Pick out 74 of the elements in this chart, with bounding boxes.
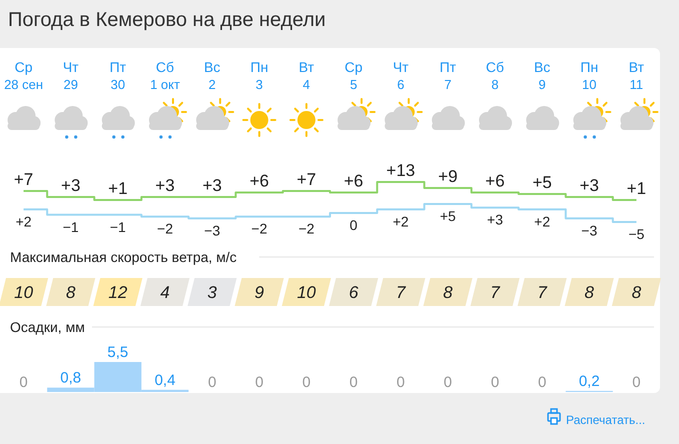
- data-label: +3: [580, 176, 599, 195]
- data-label: +5: [440, 208, 456, 224]
- data-label: +7: [14, 170, 34, 189]
- data-label: 0,2: [578, 372, 600, 390]
- data-label: 0: [349, 374, 358, 391]
- data-label: 8: [584, 283, 595, 302]
- data-label: +2: [392, 213, 409, 230]
- data-label: +9: [438, 167, 458, 186]
- x-tick-label: Ср 28 сен: [4, 59, 44, 92]
- data-label: 0: [208, 374, 216, 391]
- data-label: 0: [302, 374, 311, 391]
- chart-title: Погода в Кемерово на две недели: [8, 9, 326, 31]
- x-tick-label: Пт 7: [440, 59, 457, 92]
- text: Максимальная скорость ветра, м/с: [10, 249, 237, 265]
- x-tick-label: Чт 6: [392, 59, 410, 92]
- data-label: 8: [443, 283, 454, 302]
- data-label: 6: [348, 283, 359, 302]
- data-label: 0: [632, 374, 641, 391]
- data-label: +2: [16, 213, 32, 230]
- data-label: +6: [485, 172, 505, 190]
- data-label: 0: [396, 374, 405, 391]
- data-label: −2: [157, 220, 174, 237]
- x-tick-label: Сб 8: [486, 59, 504, 92]
- data-label: +13: [386, 161, 416, 180]
- data-label: −1: [62, 218, 79, 235]
- data-label: 0: [255, 374, 264, 391]
- data-label: 0,8: [60, 370, 82, 387]
- data-label: +3: [202, 176, 222, 195]
- data-label: +3: [487, 212, 504, 228]
- data-label: 7: [490, 283, 500, 302]
- data-label: +1: [626, 179, 646, 198]
- data-label: 8: [66, 283, 76, 302]
- data-label: −5: [628, 226, 645, 242]
- data-label: 0,4: [154, 372, 176, 389]
- data-label: −2: [251, 220, 268, 237]
- x-tick-label: Чт 29: [62, 59, 80, 92]
- data-label: 0: [350, 217, 358, 233]
- data-label: 12: [108, 283, 128, 302]
- data-label: +6: [250, 172, 269, 190]
- x-tick-label: Вс 9: [534, 59, 550, 92]
- x-tick-label: Пн 3: [250, 59, 268, 92]
- x-tick-label: Вт 4: [298, 59, 315, 92]
- data-label: +3: [61, 176, 80, 195]
- data-label: +7: [296, 170, 316, 189]
- data-label: 8: [632, 283, 642, 302]
- data-label: +2: [534, 213, 550, 230]
- x-tick-label: Вс 2: [204, 59, 220, 92]
- data-label: 5,5: [107, 344, 128, 361]
- data-label: +3: [155, 176, 175, 195]
- x-tick-label: Ср 5: [344, 59, 363, 92]
- data-label: +6: [344, 172, 364, 190]
- data-label: +5: [532, 173, 552, 192]
- data-label: 0: [490, 374, 500, 391]
- data-label: −2: [298, 220, 315, 237]
- data-label: 9: [254, 283, 265, 302]
- text: Распечатать...: [566, 413, 646, 427]
- data-label: 3: [207, 283, 218, 302]
- data-label: −3: [581, 222, 598, 238]
- x-tick-label: Пт 30: [110, 59, 127, 92]
- data-label: −3: [204, 222, 220, 238]
- data-label: 7: [396, 283, 406, 302]
- data-label: −1: [110, 218, 126, 235]
- data-label: 0: [444, 374, 452, 391]
- data-label: 10: [296, 283, 316, 302]
- chart-title: Осадки, мм: [10, 319, 85, 335]
- data-label: 7: [537, 283, 548, 302]
- data-label: 10: [14, 283, 34, 302]
- x-tick-label: Вт 11: [628, 59, 645, 92]
- x-tick-label: Пн 10: [580, 59, 598, 92]
- data-label: 0: [538, 374, 546, 391]
- data-label: +1: [108, 179, 128, 198]
- x-tick-label: Сб 1 окт: [150, 59, 180, 92]
- data-label: 4: [160, 283, 170, 302]
- data-label: 0: [19, 374, 28, 391]
